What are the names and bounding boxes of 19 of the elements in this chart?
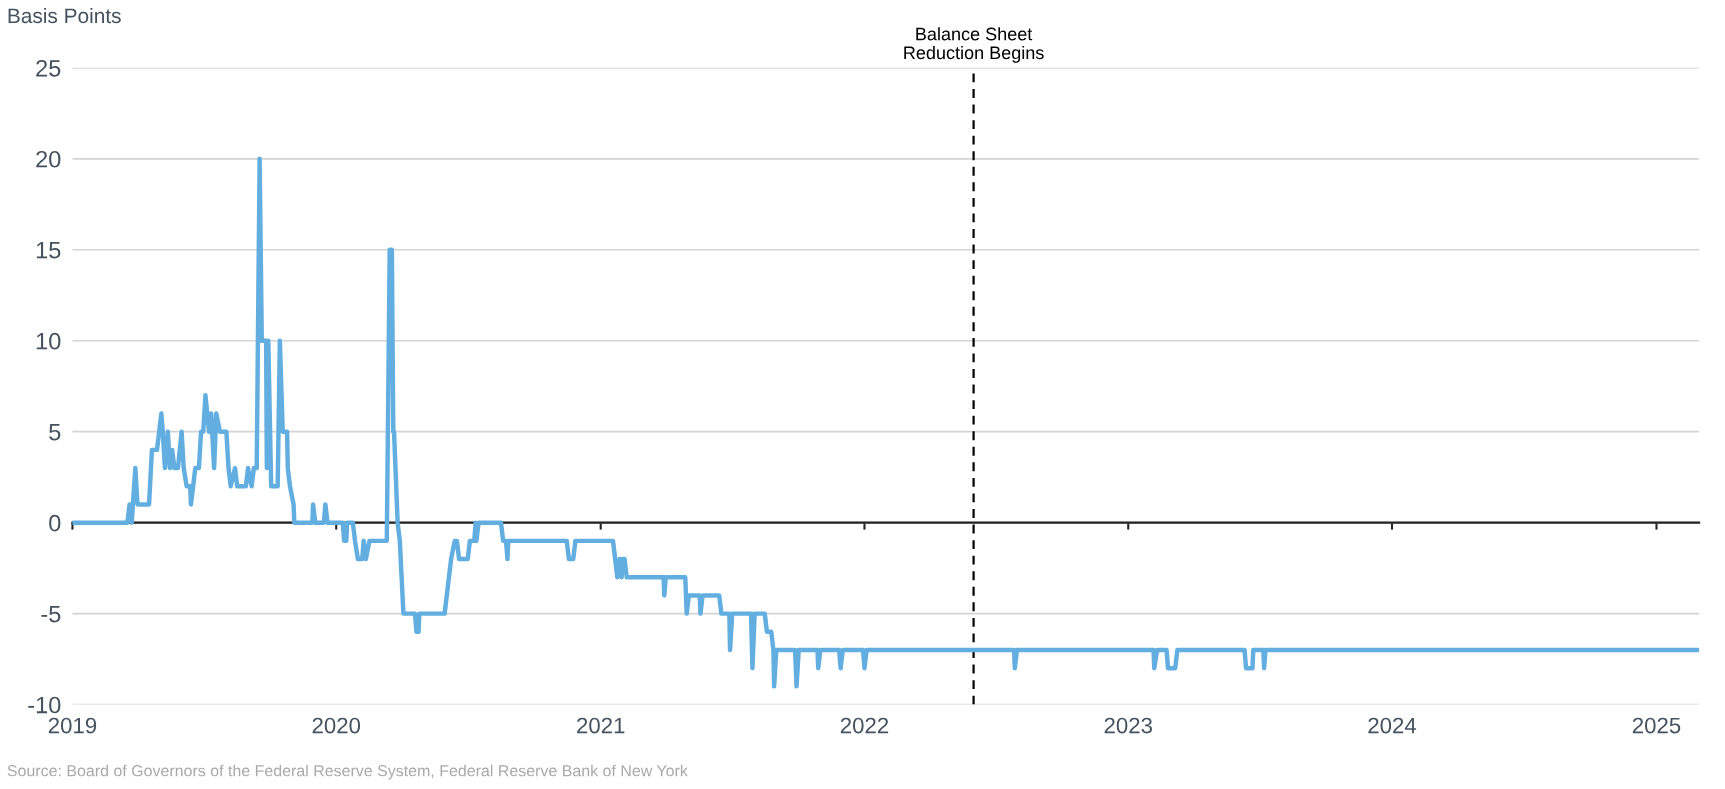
x-tick-label: 2022 [840, 717, 889, 734]
y-tick-label: 0 [49, 514, 61, 532]
y-tick-label: -10 [28, 696, 61, 714]
x-tick-label: 2021 [577, 717, 625, 734]
x-tick-label: 2020 [312, 717, 361, 734]
y-tick-label: 10 [36, 332, 61, 350]
y-tick-label: 5 [49, 424, 61, 441]
y-tick-label: 20 [36, 150, 61, 168]
y-tick-label: 15 [36, 242, 61, 259]
source-note: Source: Board of Governors of the Federal Reserve System, Federal Reserve Bank of New York [7, 764, 688, 780]
x-tick-label: 2025 [1632, 717, 1681, 734]
y-axis-title: Basis Points [8, 7, 121, 24]
ref-line-label: Balance Sheet Reduction Begins [904, 27, 1044, 63]
y-tick-label: 25 [36, 59, 61, 77]
y-tick-label: -5 [41, 605, 61, 623]
x-tick-label: 2023 [1104, 717, 1152, 734]
line-series [72, 156, 1700, 689]
x-tick-label: 2019 [48, 717, 97, 734]
x-tick-label: 2024 [1368, 717, 1417, 734]
